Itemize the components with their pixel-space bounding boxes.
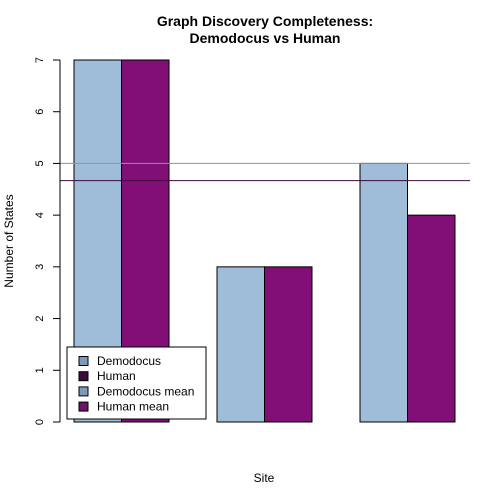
- legend-swatch-human: [78, 371, 89, 382]
- bar-demodocus-2: [216, 266, 265, 423]
- legend-swatch-human-mean: [78, 401, 89, 412]
- y-tick-label-0: 0: [34, 419, 46, 425]
- y-tick-label-2: 2: [34, 316, 46, 322]
- bars-group: [73, 59, 456, 423]
- mean-lines-group: [60, 162, 470, 182]
- y-tick-label-3: 3: [34, 264, 46, 270]
- x-axis-label: Site: [254, 471, 275, 485]
- chart-title-line1: Graph Discovery Completeness:: [157, 13, 373, 29]
- bar-demodocus-3: [359, 162, 408, 423]
- legend-swatch-demodocus-mean: [78, 386, 89, 397]
- legend-swatch-demodocus: [78, 356, 89, 366]
- legend-box: [66, 346, 207, 420]
- y-tick-label-6: 6: [34, 109, 46, 115]
- legend-label-demodocus-mean: Demodocus mean: [97, 384, 194, 398]
- y-tick-label-5: 5: [34, 160, 46, 166]
- y-axis-ticks: 0 1 2 3 4 5 6 7: [34, 57, 60, 425]
- bar-human-3: [407, 214, 456, 423]
- legend-label-demodocus: Demodocus: [97, 354, 161, 368]
- bar-human-2: [264, 266, 313, 423]
- y-tick-label-4: 4: [34, 212, 46, 218]
- legend-label-human: Human: [97, 369, 136, 383]
- y-axis-label: Number of States: [2, 194, 16, 287]
- y-tick-label-1: 1: [34, 367, 46, 373]
- chart-title-line2: Demodocus vs Human: [190, 30, 341, 46]
- y-tick-label-7: 7: [34, 57, 46, 63]
- legend-label-human-mean: Human mean: [97, 400, 169, 414]
